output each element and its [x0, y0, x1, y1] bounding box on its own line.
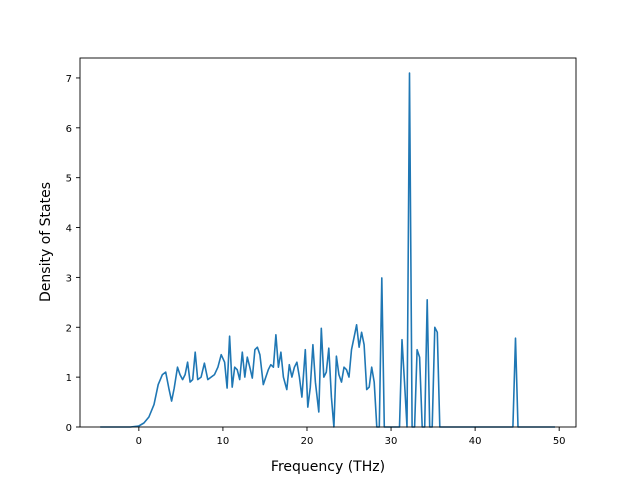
y-tick-label: 4	[66, 224, 72, 235]
x-axis-label: Frequency (THz)	[271, 459, 385, 475]
x-tick-label: 30	[385, 436, 398, 447]
x-tick-label: 10	[217, 436, 230, 447]
y-tick-label: 6	[66, 124, 72, 135]
x-axis-ticks: 0 10 20 30 40 50	[136, 427, 566, 447]
y-tick-label: 5	[66, 174, 72, 185]
y-axis-ticks: 0 1 2 3 4 5 6 7	[66, 74, 80, 434]
y-tick-label: 0	[66, 423, 72, 434]
plot-background	[80, 58, 576, 427]
y-tick-label: 1	[66, 373, 72, 384]
x-tick-label: 0	[136, 436, 142, 447]
y-tick-label: 3	[66, 273, 72, 284]
y-tick-label: 2	[66, 323, 72, 334]
x-tick-label: 20	[301, 436, 314, 447]
dos-line	[100, 72, 555, 428]
x-tick-label: 50	[553, 436, 566, 447]
x-tick-label: 40	[469, 436, 482, 447]
y-axis-label: Density of States	[38, 182, 54, 302]
y-tick-label: 7	[66, 74, 72, 85]
plot-frame	[79, 57, 577, 428]
